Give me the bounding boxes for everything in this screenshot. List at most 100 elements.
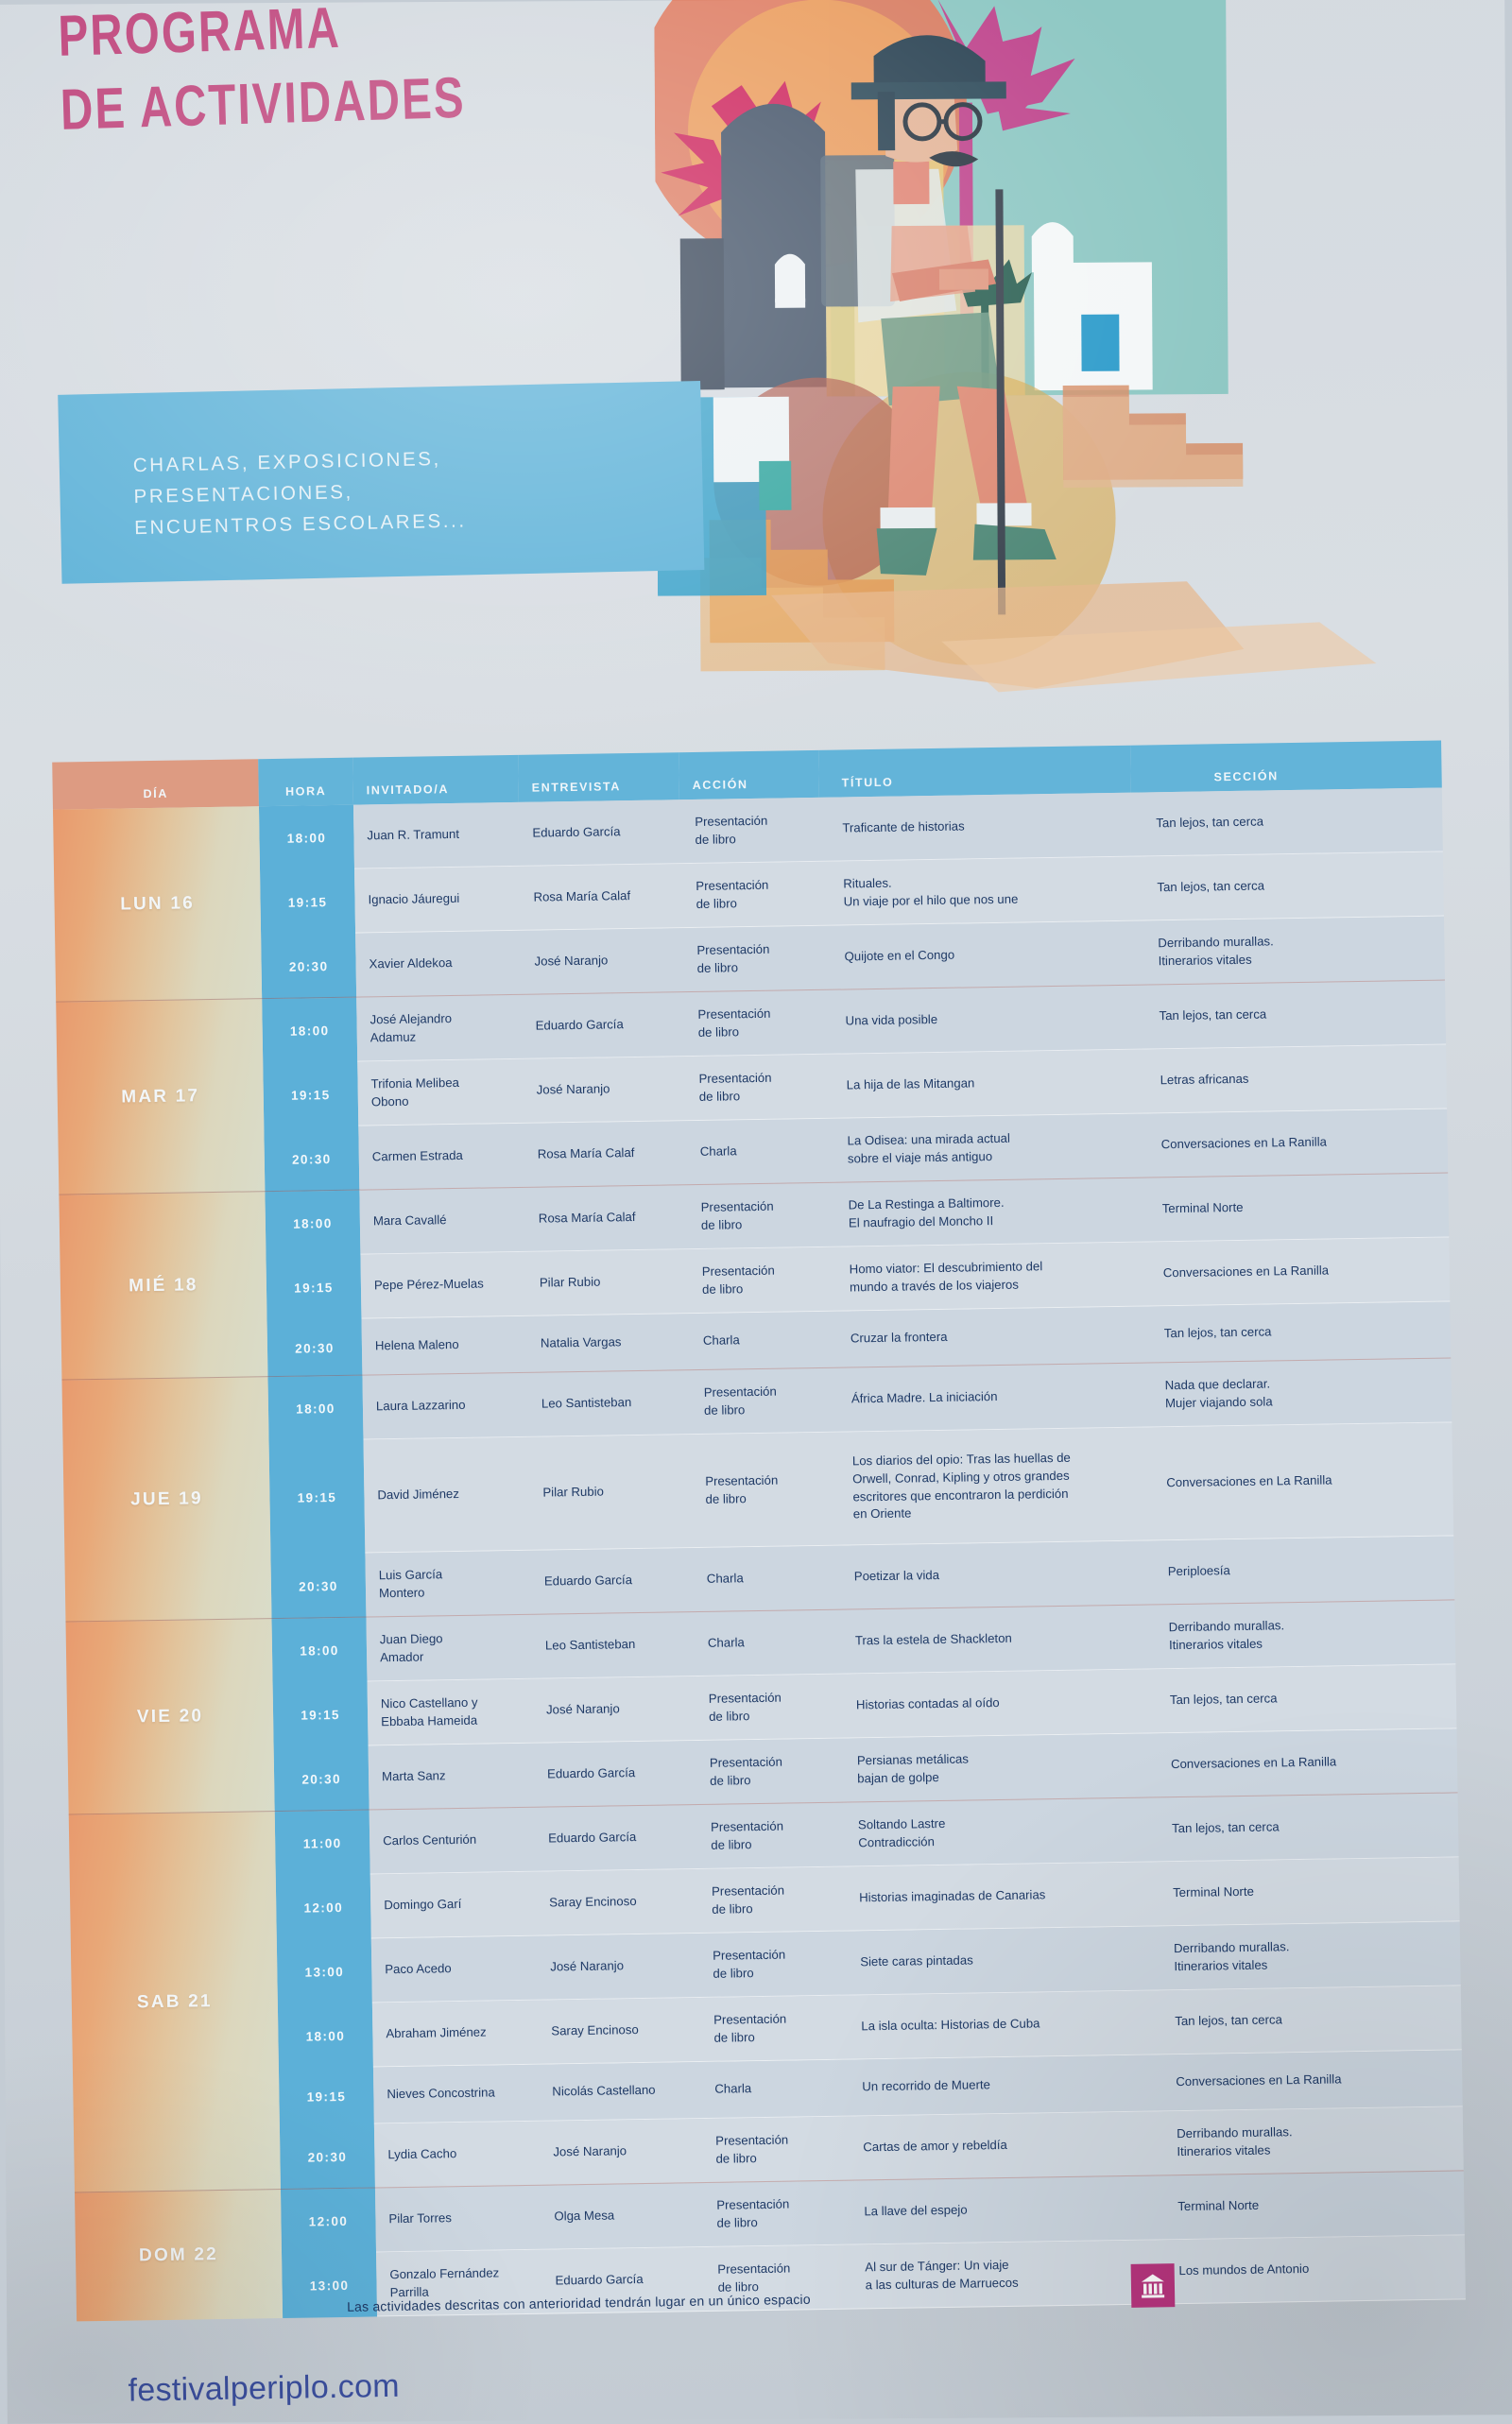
cell-entrevista: José Naranjo bbox=[540, 2136, 700, 2167]
cell-invitado: Paco Acedo bbox=[371, 1953, 537, 1985]
cell-entrevista: Rosa María Calaf bbox=[524, 1138, 685, 1169]
cell-invitado: Trifonia Melibea Obono bbox=[357, 1068, 524, 1117]
cell-seccion: Terminal Norte bbox=[1138, 1191, 1449, 1225]
hour-cell: 19:15 bbox=[279, 2067, 374, 2125]
cell-titulo: Historias contadas al oído bbox=[833, 1687, 1145, 1721]
cell-accion: Presentación de libro bbox=[689, 1377, 830, 1426]
cell-titulo: Cartas de amor y rebeldía bbox=[840, 2129, 1152, 2163]
illustration-svg bbox=[654, 0, 1509, 710]
cell-seccion: Tan lejos, tan cerca bbox=[1131, 805, 1442, 839]
cell-titulo: Cruzar la frontera bbox=[828, 1320, 1140, 1354]
hour-cell: 20:30 bbox=[267, 1319, 363, 1378]
cell-invitado: Pilar Torres bbox=[375, 2203, 541, 2234]
cell-seccion: Periploesía bbox=[1143, 1554, 1454, 1588]
day-cell: MIÉ 18 bbox=[59, 1192, 267, 1380]
cell-accion: Charla bbox=[685, 1136, 825, 1167]
cell-titulo: Los diarios del opio: Tras las huellas d… bbox=[830, 1443, 1143, 1530]
arch-tower-shape bbox=[721, 104, 827, 388]
cell-invitado: Juan Diego Amador bbox=[367, 1624, 533, 1673]
hour-cell: 18:00 bbox=[267, 1376, 363, 1442]
cell-accion: Presentación de libro bbox=[698, 2003, 839, 2053]
cell-titulo: Una vida posible bbox=[822, 1003, 1134, 1037]
hour-cell: 19:15 bbox=[273, 1682, 369, 1748]
cell-titulo: De La Restinga a Baltimore. El naufragio… bbox=[825, 1186, 1138, 1238]
hour-cell: 18:00 bbox=[259, 805, 354, 871]
cell-entrevista: Rosa María Calaf bbox=[525, 1202, 686, 1233]
cell-entrevista: José Naranjo bbox=[533, 1693, 694, 1725]
cell-invitado: Nieves Concostrina bbox=[373, 2078, 539, 2109]
cell-invitado: Luis García Montero bbox=[366, 1559, 532, 1608]
day-label: MIÉ 18 bbox=[129, 1275, 198, 1297]
cell-accion: Presentación de libro bbox=[700, 2124, 841, 2174]
hour-cell: 18:00 bbox=[278, 2003, 373, 2069]
cell-entrevista: Pilar Rubio bbox=[526, 1266, 687, 1298]
cell-accion: Presentación de libro bbox=[681, 935, 822, 984]
cell-seccion: Letras africanas bbox=[1135, 1062, 1446, 1096]
cell-accion: Charla bbox=[699, 2073, 839, 2105]
cell-titulo: La Odisea: una mirada actual sobre el vi… bbox=[824, 1122, 1137, 1174]
cell-invitado: David Jiménez bbox=[364, 1479, 529, 1510]
day-label: DOM 22 bbox=[139, 2244, 218, 2266]
cell-seccion: Tan lejos, tan cerca bbox=[1147, 1811, 1458, 1845]
column-header-titulo: TÍTULO bbox=[818, 746, 1131, 798]
cell-titulo: Tras la estela de Shackleton bbox=[833, 1623, 1144, 1657]
cell-invitado: Helena Maleno bbox=[362, 1330, 527, 1361]
cell-seccion: Conversaciones en La Ranilla bbox=[1142, 1465, 1452, 1499]
hour-cell: 20:30 bbox=[261, 934, 356, 1000]
museum-icon bbox=[1131, 2263, 1176, 2308]
cell-accion: Presentación de libro bbox=[696, 1876, 837, 1925]
hour-cell: 13:00 bbox=[277, 1938, 372, 2004]
day-label: LUN 16 bbox=[120, 893, 195, 915]
cell-invitado: Pepe Pérez-Muelas bbox=[361, 1269, 526, 1300]
cell-entrevista: Olga Mesa bbox=[541, 2200, 701, 2231]
cell-entrevista: Leo Santisteban bbox=[532, 1629, 693, 1660]
cell-accion: Presentación de libro bbox=[690, 1466, 831, 1515]
cell-accion: Charla bbox=[693, 1627, 833, 1659]
column-header-entrevista: ENTREVISTA bbox=[518, 752, 679, 802]
blue-window-shape bbox=[1081, 315, 1119, 371]
page-title: PROGRAMA DE ACTIVIDADES bbox=[58, 0, 488, 130]
cell-accion: Presentación de libro bbox=[695, 1747, 835, 1797]
forearm-shape bbox=[939, 268, 988, 289]
cell-entrevista: Saray Encinoso bbox=[538, 2015, 698, 2046]
hour-cell: 12:00 bbox=[281, 2188, 376, 2254]
cell-seccion: Los mundos de Antonio bbox=[1154, 2252, 1465, 2286]
website-url[interactable]: festivalperiplo.com bbox=[128, 2368, 400, 2410]
cell-seccion: Conversaciones en La Ranilla bbox=[1146, 1746, 1457, 1780]
hour-cell: 19:15 bbox=[266, 1255, 361, 1321]
cell-entrevista: Leo Santisteban bbox=[528, 1387, 689, 1418]
cell-entrevista: Rosa María Calaf bbox=[520, 881, 680, 912]
cell-seccion: Tan lejos, tan cerca bbox=[1140, 1315, 1451, 1350]
cell-accion: Charla bbox=[692, 1563, 832, 1594]
cell-titulo: La isla oculta: Historias de Cuba bbox=[838, 2008, 1150, 2042]
cell-entrevista: José Naranjo bbox=[521, 945, 681, 976]
cell-titulo: La llave del espejo bbox=[841, 2193, 1153, 2227]
cell-accion: Presentación de libro bbox=[687, 1256, 828, 1305]
cell-seccion: Conversaciones en La Ranilla bbox=[1139, 1255, 1450, 1289]
cell-invitado: Abraham Jiménez bbox=[372, 2018, 538, 2049]
cell-invitado: Carlos Centurión bbox=[369, 1825, 535, 1856]
cell-seccion: Terminal Norte bbox=[1148, 1875, 1459, 1909]
sideburn-shape bbox=[878, 92, 895, 150]
dome-icon bbox=[775, 254, 805, 302]
cell-seccion: Tan lejos, tan cerca bbox=[1134, 998, 1445, 1032]
cell-invitado: Lydia Cacho bbox=[374, 2139, 540, 2170]
hour-cell: 12:00 bbox=[276, 1874, 371, 1940]
day-cell: MAR 17 bbox=[56, 999, 265, 1195]
cell-accion: Presentación de libro bbox=[682, 999, 823, 1048]
cell-invitado: Laura Lazzarino bbox=[363, 1390, 528, 1421]
cell-invitado: Carmen Estrada bbox=[359, 1141, 524, 1172]
cell-seccion: Conversaciones en La Ranilla bbox=[1151, 2063, 1462, 2097]
day-cell: DOM 22 bbox=[75, 2190, 283, 2321]
